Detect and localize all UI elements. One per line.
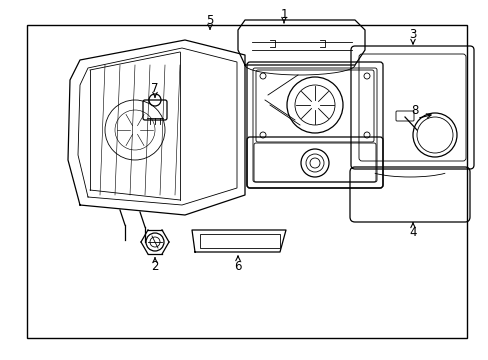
Bar	[200, 234, 280, 248]
Text: 3: 3	[408, 27, 416, 41]
Text: 2: 2	[151, 261, 159, 274]
Text: 7: 7	[151, 81, 159, 95]
Text: 6: 6	[234, 260, 241, 273]
Text: 4: 4	[408, 225, 416, 239]
Text: 8: 8	[410, 104, 418, 117]
Text: 1: 1	[280, 8, 287, 21]
Bar	[27, 25, 466, 338]
Text: 5: 5	[206, 14, 213, 27]
